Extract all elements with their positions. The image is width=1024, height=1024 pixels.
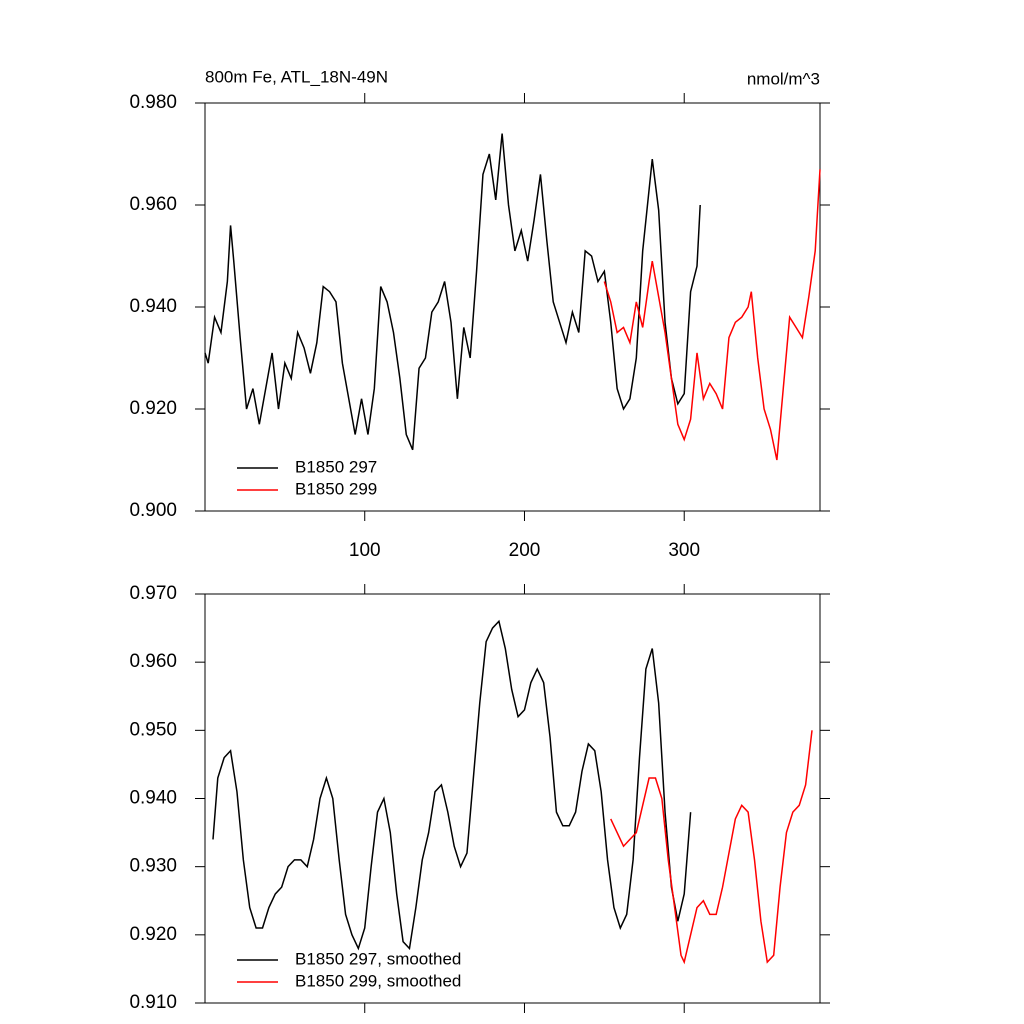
y-tick-label: 0.940 bbox=[129, 296, 177, 317]
y-tick-label: 0.940 bbox=[129, 788, 177, 809]
legend-label: B1850 299, smoothed bbox=[295, 971, 461, 990]
y-tick-label: 0.980 bbox=[129, 92, 177, 113]
chart-title: 800m Fe, ATL_18N-49N bbox=[205, 67, 388, 86]
x-tick-label: 100 bbox=[349, 540, 381, 561]
units-label: nmol/m^3 bbox=[747, 69, 820, 88]
y-tick-label: 0.910 bbox=[129, 992, 177, 1013]
series-line bbox=[610, 730, 813, 965]
y-tick-label: 0.920 bbox=[129, 924, 177, 945]
plot-frame bbox=[204, 593, 821, 1004]
series-line bbox=[212, 619, 692, 951]
y-tick-label: 0.960 bbox=[129, 651, 177, 672]
y-tick-label: 0.970 bbox=[129, 583, 177, 604]
y-tick-label: 0.960 bbox=[129, 194, 177, 215]
x-tick-label: 200 bbox=[509, 540, 541, 561]
plot-frame bbox=[204, 102, 821, 512]
legend-label: B1850 297 bbox=[295, 457, 377, 476]
x-tick-label: 300 bbox=[668, 540, 700, 561]
y-tick-label: 0.930 bbox=[129, 856, 177, 877]
legend-label: B1850 299 bbox=[295, 479, 377, 498]
y-tick-label: 0.950 bbox=[129, 719, 177, 740]
y-tick-label: 0.920 bbox=[129, 398, 177, 419]
series-line bbox=[603, 169, 821, 461]
series-line bbox=[204, 133, 701, 451]
y-tick-label: 0.900 bbox=[129, 500, 177, 521]
legend-label: B1850 297, smoothed bbox=[295, 949, 461, 968]
